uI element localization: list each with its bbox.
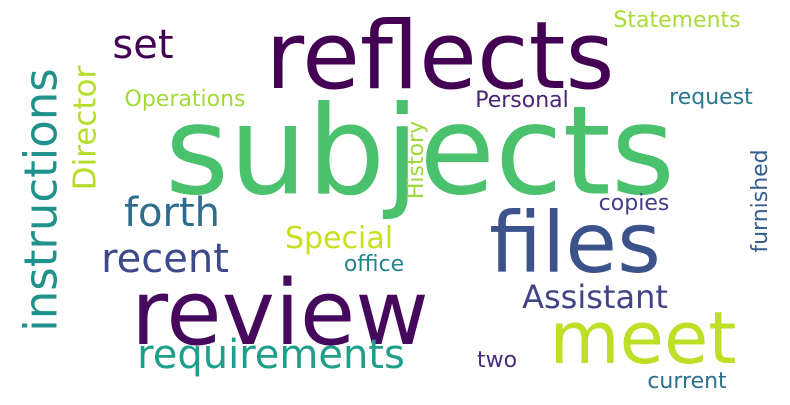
word-statements: Statements <box>613 8 741 33</box>
word-files: files <box>489 194 661 292</box>
word-two: two <box>476 348 518 373</box>
word-history: History <box>404 120 429 200</box>
word-instructions: instructions <box>14 68 68 332</box>
word-office: office <box>343 252 405 277</box>
word-request: request <box>669 85 753 110</box>
word-reflects: reflects <box>265 2 615 111</box>
word-forth: forth <box>123 190 221 236</box>
word-copies: copies <box>598 191 670 216</box>
word-operations: Operations <box>124 87 246 112</box>
word-review: review <box>131 261 429 366</box>
word-set: set <box>112 22 174 68</box>
word-meet: meet <box>549 296 737 380</box>
word-current: current <box>647 369 727 394</box>
word-assistant: Assistant <box>522 278 668 316</box>
word-recent: recent <box>101 236 229 282</box>
word-furnished: furnished <box>748 149 773 253</box>
word-director: Director <box>67 65 104 191</box>
word-subjects: subjects <box>165 80 675 224</box>
word-special: Special <box>284 221 394 256</box>
word-requirements: requirements <box>137 332 405 378</box>
word-personal: Personal <box>475 88 569 113</box>
